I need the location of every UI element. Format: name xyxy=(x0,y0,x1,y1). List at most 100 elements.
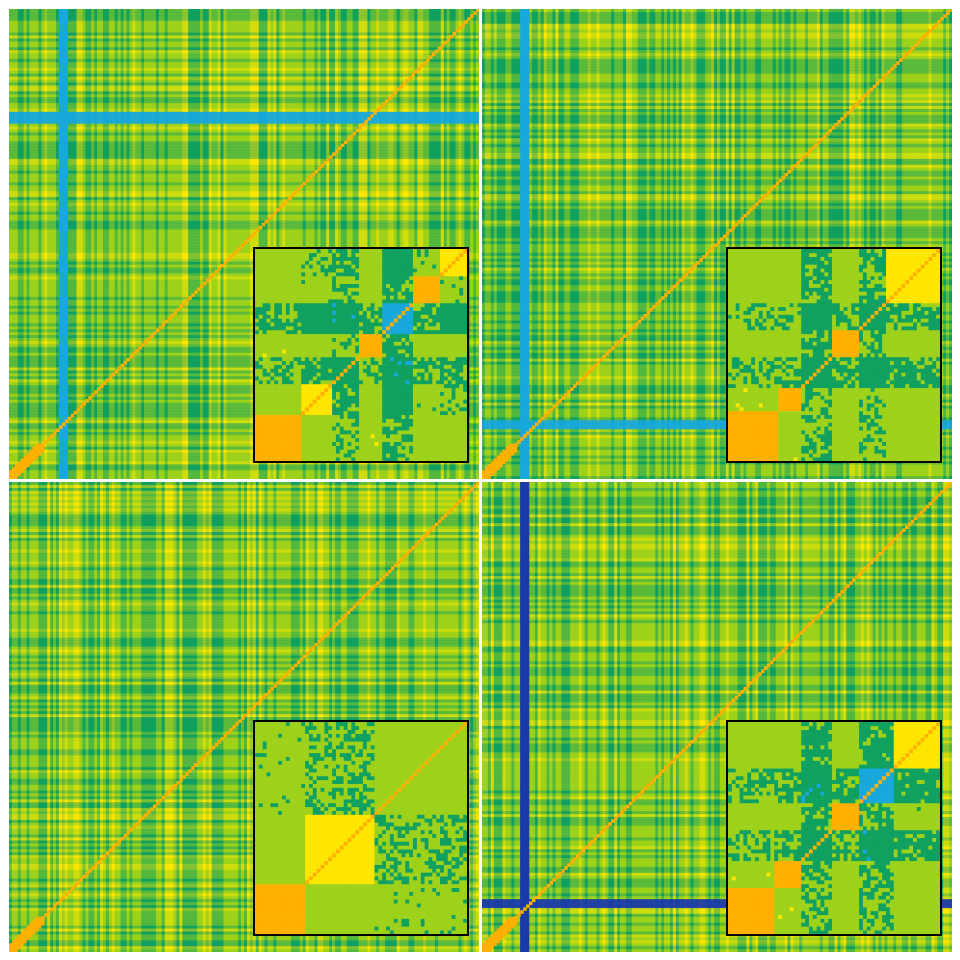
inset-cell xyxy=(274,275,279,281)
inset-cell xyxy=(774,249,779,254)
inset-cell xyxy=(289,287,294,292)
inset-cell xyxy=(301,252,306,257)
heatmap-row-band xyxy=(9,141,479,145)
inset-cell xyxy=(774,295,779,300)
inset-cell xyxy=(797,437,802,443)
inset-cell xyxy=(762,457,767,461)
inset-cell xyxy=(386,249,391,254)
inset-cell xyxy=(285,453,290,458)
inset-cell xyxy=(443,449,449,454)
inset-cell xyxy=(440,391,445,396)
inset-cell xyxy=(405,353,410,358)
diagonal-cell xyxy=(866,90,871,95)
inset-cell xyxy=(455,364,460,369)
inset-cell xyxy=(351,291,356,296)
inset-cell xyxy=(463,364,467,369)
heatmap-row-band xyxy=(482,382,952,386)
inset-cell xyxy=(366,353,371,358)
heatmap-row-band xyxy=(482,85,952,89)
inset-cell xyxy=(781,260,787,265)
inset-cell xyxy=(739,353,744,358)
inset-cell xyxy=(262,252,267,257)
heatmap-column-band xyxy=(249,9,254,479)
inset-cell xyxy=(278,410,283,416)
diagonal-cell xyxy=(623,334,627,338)
inset-cell xyxy=(789,326,794,331)
inset-cell xyxy=(266,441,271,446)
inset-cell xyxy=(316,252,321,257)
diagonal-cell xyxy=(578,378,583,383)
inset-cell xyxy=(728,264,733,269)
inset-cell xyxy=(409,337,414,342)
inset-cell xyxy=(774,264,779,269)
inset-cell xyxy=(416,368,422,373)
inset-cell xyxy=(293,279,298,284)
inset-cell xyxy=(762,422,767,427)
inset-cell xyxy=(285,310,290,315)
inset-cell xyxy=(413,349,418,354)
inset-cell xyxy=(416,279,422,284)
inset-cell xyxy=(389,337,395,342)
diagonal-cell xyxy=(235,249,239,253)
inset-cell xyxy=(305,326,310,331)
inset-cell xyxy=(413,364,418,369)
inset-cell xyxy=(420,422,425,427)
inset-cell xyxy=(728,318,733,323)
inset-cell xyxy=(374,283,379,288)
heatmap-column-band xyxy=(802,9,806,479)
diagonal-cell xyxy=(267,216,272,221)
inset-cell xyxy=(293,249,298,254)
inset-cell xyxy=(432,387,437,392)
inset-cell xyxy=(789,249,794,254)
inset-cell xyxy=(374,291,379,296)
heatmap-row-band xyxy=(9,249,479,254)
inset-cell xyxy=(378,383,383,389)
inset-cell xyxy=(386,337,391,342)
inset-cell xyxy=(335,364,341,369)
diagonal-cell xyxy=(643,313,648,318)
inset-cell xyxy=(432,341,437,346)
inset-cell xyxy=(766,345,771,350)
inset-cell xyxy=(366,437,371,443)
inset-cell xyxy=(774,299,779,304)
inset-cell xyxy=(301,399,306,404)
diagonal-cell xyxy=(702,255,706,259)
inset-cell xyxy=(343,434,348,439)
inset-cell xyxy=(255,364,260,369)
inset-cell xyxy=(328,368,333,373)
inset-cell xyxy=(401,364,406,369)
inset-cell xyxy=(270,410,275,416)
inset-cell xyxy=(281,395,287,400)
inset-cell xyxy=(440,376,445,381)
inset-cell xyxy=(266,314,271,319)
inset-cell xyxy=(343,449,348,454)
inset-cell xyxy=(739,279,744,284)
inset-cell xyxy=(728,395,733,400)
heatmap-row-band xyxy=(482,370,952,374)
inset-cell xyxy=(324,279,329,284)
inset-cell xyxy=(389,380,395,385)
inset-cell xyxy=(255,414,260,419)
inset-cell xyxy=(335,260,341,265)
inset-cell xyxy=(316,345,321,350)
inset-cell xyxy=(305,356,310,362)
inset-cell xyxy=(281,418,287,423)
inset-cell xyxy=(751,430,756,435)
inset-cell xyxy=(443,306,449,311)
inset-cell xyxy=(393,368,398,373)
inset-cell xyxy=(432,326,437,331)
inset-cell xyxy=(362,376,368,381)
inset-cell xyxy=(339,437,344,443)
inset-cell xyxy=(278,441,283,446)
inset-cell xyxy=(301,368,306,373)
diagonal-cell xyxy=(470,14,474,18)
inset-cell xyxy=(793,422,798,427)
inset-cell xyxy=(758,395,763,400)
inset-cell xyxy=(316,364,321,369)
inset-cell xyxy=(770,322,775,327)
inset-cell xyxy=(370,264,375,269)
inset-cell xyxy=(316,422,321,427)
heatmap-row-band xyxy=(9,82,479,86)
diagonal-cell xyxy=(764,193,768,197)
inset-cell xyxy=(762,318,767,323)
